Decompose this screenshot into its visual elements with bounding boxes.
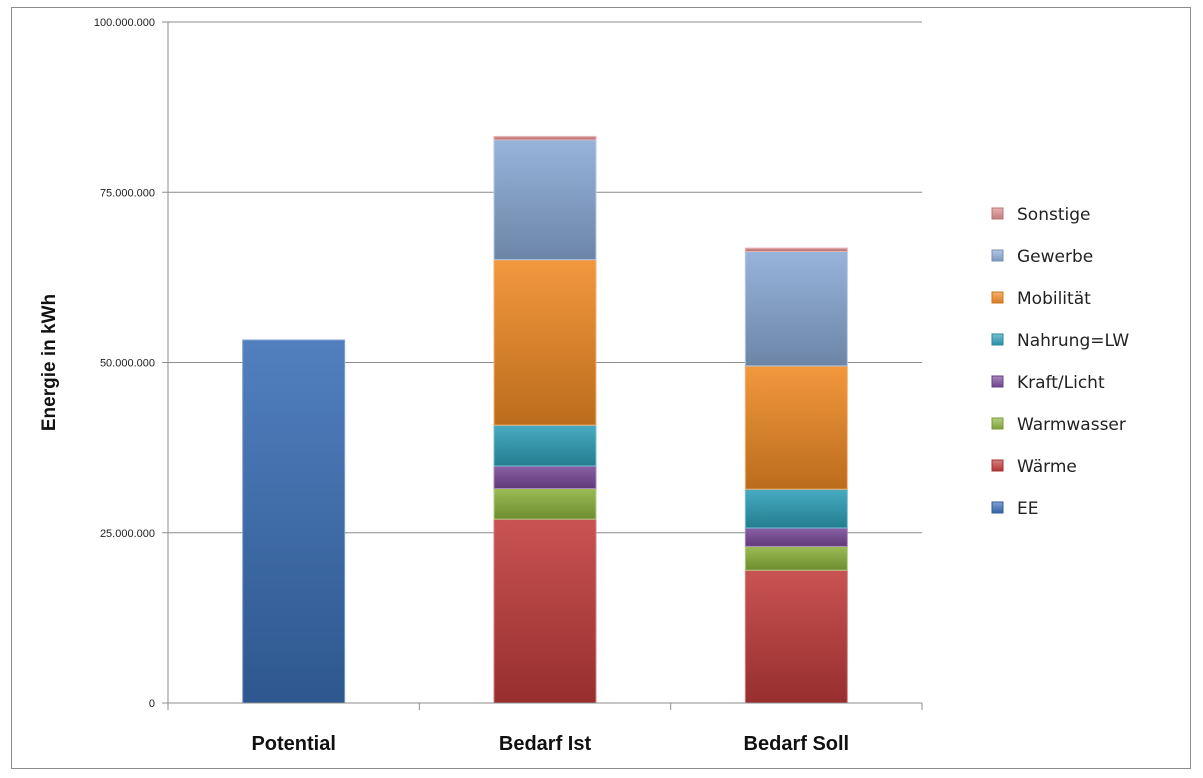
legend-swatch-gewerbe — [991, 249, 1004, 262]
bar-segment-mobilitat-bedarf-soll — [744, 365, 848, 490]
legend-label-sonstige: Sonstige — [1017, 205, 1090, 225]
bars — [242, 135, 848, 704]
bar-segment-gewerbe-bedarf-soll — [744, 250, 848, 367]
legend-swatch-nahrung-lw — [991, 333, 1004, 346]
bar-segment-kraft-licht-bedarf-ist — [493, 465, 597, 489]
bar-segment-warme-bedarf-ist — [493, 518, 597, 704]
axes: 0 25.000.000 50.000.000 75.000.000 100.000.0… — [39, 17, 923, 755]
legend-swatch-mobilitat — [991, 291, 1004, 304]
legend-label-ee: EE — [1017, 499, 1038, 519]
legend-swatch-ee — [991, 501, 1004, 514]
bar-segment-gewerbe-bedarf-ist — [493, 139, 597, 261]
y-tick-label: 100.000.000 — [94, 17, 155, 29]
legend-label-mobilitat: Mobilität — [1017, 289, 1091, 309]
category-label-bedarf-soll: Bedarf Soll — [744, 733, 850, 755]
legend-swatch-sonstige — [991, 207, 1004, 220]
category-label-bedarf-ist: Bedarf Ist — [499, 733, 592, 755]
legend-swatch-kraft-licht — [991, 375, 1004, 388]
bar-segment-nahrung-lw-bedarf-ist — [493, 424, 597, 467]
bar-segment-warmwasser-bedarf-soll — [744, 545, 848, 571]
category-label-potential: Potential — [251, 733, 335, 755]
bar-segment-ee-potential — [242, 339, 346, 704]
legend-label-warme: Wärme — [1017, 457, 1077, 477]
y-tick-label: 25.000.000 — [100, 528, 155, 540]
y-axis-title: Energie in kWh — [39, 294, 60, 431]
chart-border — [11, 7, 1191, 769]
legend-label-gewerbe: Gewerbe — [1017, 247, 1093, 267]
bar-segment-warmwasser-bedarf-ist — [493, 487, 597, 520]
bar-segment-nahrung-lw-bedarf-soll — [744, 488, 848, 529]
legend-label-kraft-licht: Kraft/Licht — [1017, 373, 1105, 393]
legend-label-warmwasser: Warmwasser — [1017, 415, 1126, 435]
legend-swatch-warme — [991, 459, 1004, 472]
bar-segment-mobilitat-bedarf-ist — [493, 259, 597, 426]
legend: Sonstige Gewerbe Mobilität Nahrung=LW Kraft/… — [991, 205, 1129, 519]
bar-segment-sonstige-bedarf-soll — [744, 247, 848, 252]
y-tick-label: 75.000.000 — [100, 187, 155, 199]
bar-segment-sonstige-bedarf-ist — [493, 135, 597, 141]
y-tick-label: 0 — [149, 698, 155, 710]
legend-swatch-warmwasser — [991, 417, 1004, 430]
bar-segment-warme-bedarf-soll — [744, 569, 848, 704]
bar-segment-kraft-licht-bedarf-soll — [744, 527, 848, 547]
y-tick-label: 50.000.000 — [100, 358, 155, 370]
legend-label-nahrung-lw: Nahrung=LW — [1017, 331, 1129, 351]
